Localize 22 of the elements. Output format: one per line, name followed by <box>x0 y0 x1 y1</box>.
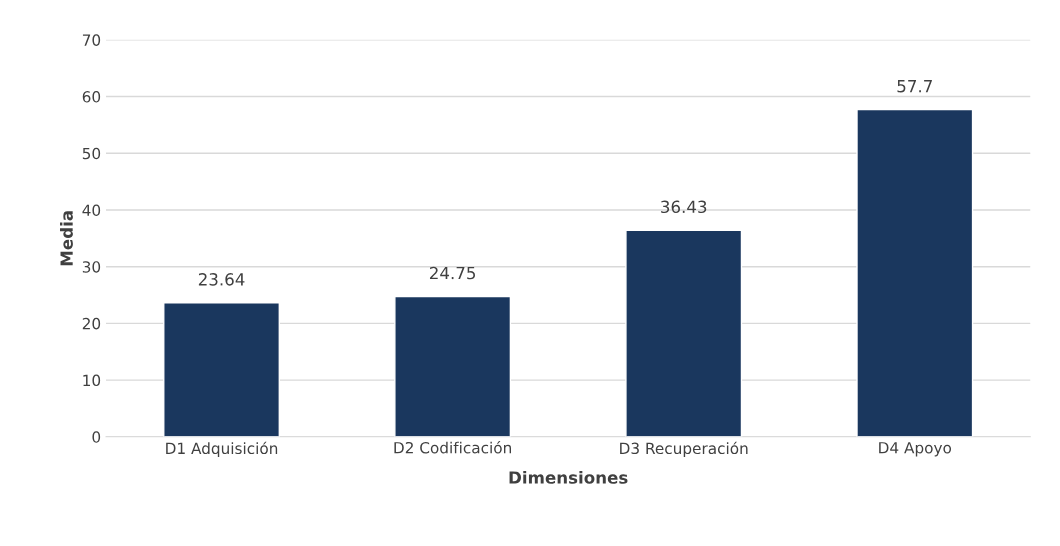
x-tick-label: D2 Codificación <box>394 441 511 454</box>
data-label: 23.64 <box>198 273 245 286</box>
x-tick-label: D3 Recuperación <box>620 441 748 458</box>
y-tick-label: 0 <box>92 431 101 443</box>
y-tick-label: 30 <box>82 261 101 273</box>
y-tick-label: 60 <box>82 91 101 103</box>
y-tick-label: 20 <box>82 317 101 330</box>
bar <box>625 229 743 437</box>
data-label: 24.75 <box>429 266 476 280</box>
y-tick-label: 50 <box>82 147 101 160</box>
data-label: 36.43 <box>661 200 707 214</box>
y-tick-label: 40 <box>82 204 101 216</box>
x-tick-label: D1 Adquisición <box>166 441 278 458</box>
x-tick-label: D4 Apoyo <box>879 442 952 457</box>
bar <box>856 108 974 437</box>
data-label: 57.7 <box>897 80 932 93</box>
y-axis-title: Media <box>60 211 73 266</box>
y-tick-label: 10 <box>83 374 101 387</box>
x-axis-title: Dimensiones <box>509 470 628 484</box>
y-tick-label: 70 <box>82 34 101 46</box>
bar <box>394 295 512 437</box>
bar <box>163 302 281 437</box>
